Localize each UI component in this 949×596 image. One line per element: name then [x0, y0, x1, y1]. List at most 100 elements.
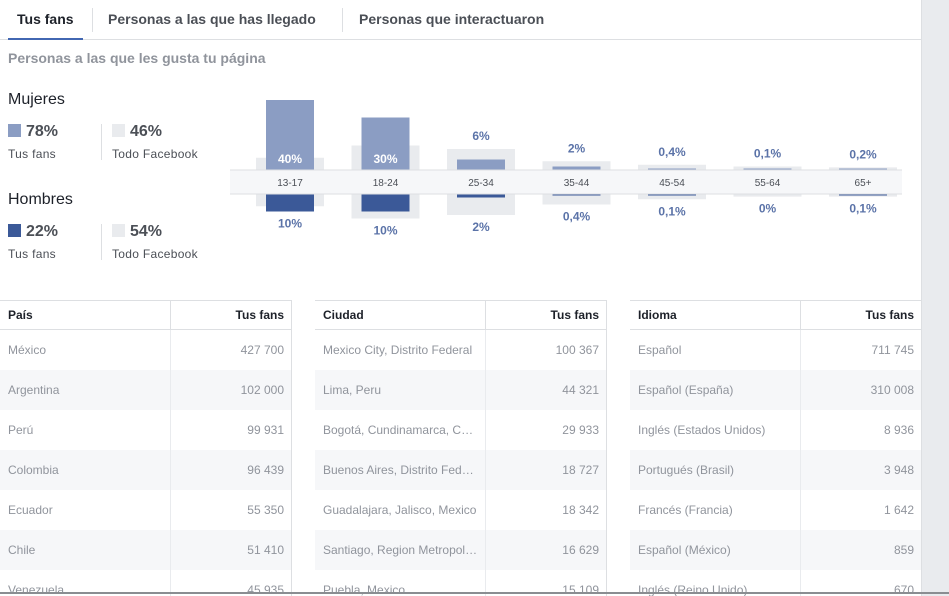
fans-count-cell: 1 642: [883, 503, 914, 517]
men-fans-percent: 22%: [26, 223, 59, 240]
men-value-label: 0,1%: [658, 204, 686, 218]
table-row: Español (México) 859: [630, 530, 921, 570]
men-fans-stat: 22% Tus fans: [8, 223, 58, 261]
column-divider: [485, 301, 486, 330]
men-value-label: 10%: [373, 224, 397, 238]
fans-count-cell: 18 727: [562, 463, 599, 477]
country-name-cell: Perú: [8, 423, 34, 437]
table-row: Buenos Aires, Distrito Federal 18 727: [315, 450, 607, 490]
age-gender-chart: 40% 10% 30% 10% 6% 2% 2% 0,4% 0,4% 0,1% 0,1% 0% 0,2%…: [230, 100, 902, 238]
language-table: Idioma Tus fans Español 711 745 Español (Esp…: [630, 300, 921, 596]
women-facebook-percent: 46%: [130, 123, 163, 140]
women-facebook-swatch: [112, 124, 125, 137]
men-fans-bar: [648, 194, 696, 196]
city-name-cell: Guadalajara, Jalisco, Mexico: [323, 503, 477, 517]
city-column-header[interactable]: Ciudad: [323, 308, 364, 322]
column-divider: [170, 370, 171, 410]
column-divider: [800, 301, 801, 330]
table-row: Puebla, Mexico 15 109: [315, 570, 607, 596]
fans-count-cell: 18 342: [562, 503, 599, 517]
women-fans-bar: [552, 166, 601, 170]
age-tick-label: 13-17: [277, 178, 303, 189]
column-divider: [800, 370, 801, 410]
column-divider: [800, 450, 801, 490]
fans-count-cell: 100 367: [555, 343, 599, 357]
women-fans-bar: [648, 168, 696, 170]
women-fans-bar: [743, 168, 792, 170]
tab-divider: [342, 8, 343, 32]
tab-personas-alcanzadas[interactable]: Personas a las que has llegado: [108, 11, 316, 27]
facebook-men-bar: [447, 194, 515, 215]
table-row: Guadalajara, Jalisco, Mexico 18 342: [315, 490, 607, 530]
women-value-label: 30%: [373, 152, 397, 166]
table-header: País Tus fans: [0, 300, 292, 330]
country-name-cell: Colombia: [8, 463, 59, 477]
fans-count-cell: 310 008: [870, 383, 914, 397]
fans-column-header[interactable]: Tus fans: [865, 308, 914, 322]
table-row: Español 711 745: [630, 330, 921, 370]
language-name-cell: Francés (Francia): [638, 503, 733, 517]
fans-count-cell: 859: [893, 543, 914, 557]
men-value-label: 10%: [278, 217, 302, 231]
men-value-label: 0,4%: [563, 210, 591, 224]
audience-panel: Tus fans Personas a las que has llegado …: [0, 0, 922, 596]
men-facebook-swatch: [112, 224, 125, 237]
facebook-men-bar: [542, 194, 611, 205]
facebook-women-bar: [638, 164, 706, 170]
city-name-cell: Bogotá, Cundinamarca, Colombia: [323, 423, 479, 437]
column-divider: [485, 410, 486, 450]
tab-divider: [92, 8, 93, 32]
men-fans-bar: [266, 194, 314, 212]
country-name-cell: México: [8, 343, 47, 357]
column-divider: [485, 570, 486, 596]
column-divider: [485, 490, 486, 530]
men-fans-bar: [839, 194, 887, 196]
men-facebook-stat: 54% Todo Facebook: [112, 223, 198, 261]
table-row: Español (España) 310 008: [630, 370, 921, 410]
age-tick-label: 65+: [855, 178, 872, 189]
window-bottom-edge: [0, 592, 949, 594]
table-border: [606, 300, 607, 596]
women-value-label: 0,4%: [658, 145, 686, 159]
men-fans-bar: [361, 194, 410, 212]
table-row: Mexico City, Distrito Federal 100 367: [315, 330, 607, 370]
column-divider: [170, 410, 171, 450]
women-facebook-stat: 46% Todo Facebook: [112, 123, 198, 161]
women-value-label: 2%: [568, 141, 586, 155]
women-fans-stat: 78% Tus fans: [8, 123, 58, 161]
fans-column-header[interactable]: Tus fans: [550, 308, 599, 322]
women-fans-bar: [457, 159, 505, 170]
table-row: Bogotá, Cundinamarca, Colombia 29 933: [315, 410, 607, 450]
city-name-cell: Buenos Aires, Distrito Federal: [323, 463, 479, 477]
table-header: Idioma Tus fans: [630, 300, 921, 330]
facebook-men-bar: [638, 194, 706, 200]
women-fans-swatch: [8, 124, 21, 137]
fans-count-cell: 102 000: [240, 383, 284, 397]
stat-divider: [101, 224, 102, 260]
language-name-cell: Español (México): [638, 543, 731, 557]
women-value-label: 6%: [472, 129, 490, 143]
city-name-cell: Mexico City, Distrito Federal: [323, 343, 473, 357]
tab-tus-fans[interactable]: Tus fans: [8, 0, 83, 40]
country-column-header[interactable]: País: [8, 308, 33, 322]
city-name-cell: Lima, Peru: [323, 383, 382, 397]
women-title: Mujeres: [8, 91, 65, 108]
column-divider: [485, 370, 486, 410]
country-table: País Tus fans México 427 700 Argentina 102 00…: [0, 300, 292, 596]
fans-column-header[interactable]: Tus fans: [235, 308, 284, 322]
fans-count-cell: 44 321: [562, 383, 599, 397]
column-divider: [800, 570, 801, 596]
table-row: Chile 51 410: [0, 530, 292, 570]
column-divider: [800, 490, 801, 530]
age-tick-label: 35-44: [564, 178, 590, 189]
women-fans-percent: 78%: [26, 123, 59, 140]
column-divider: [800, 410, 801, 450]
language-name-cell: Portugués (Brasil): [638, 463, 735, 477]
tab-personas-interactuaron[interactable]: Personas que interactuaron: [359, 11, 545, 27]
language-column-header[interactable]: Idioma: [638, 308, 677, 322]
country-name-cell: Ecuador: [8, 503, 53, 517]
language-name-cell: Inglés (Estados Unidos): [638, 423, 766, 437]
fans-count-cell: 99 931: [247, 423, 284, 437]
column-divider: [170, 450, 171, 490]
women-facebook-label: Todo Facebook: [112, 147, 198, 161]
